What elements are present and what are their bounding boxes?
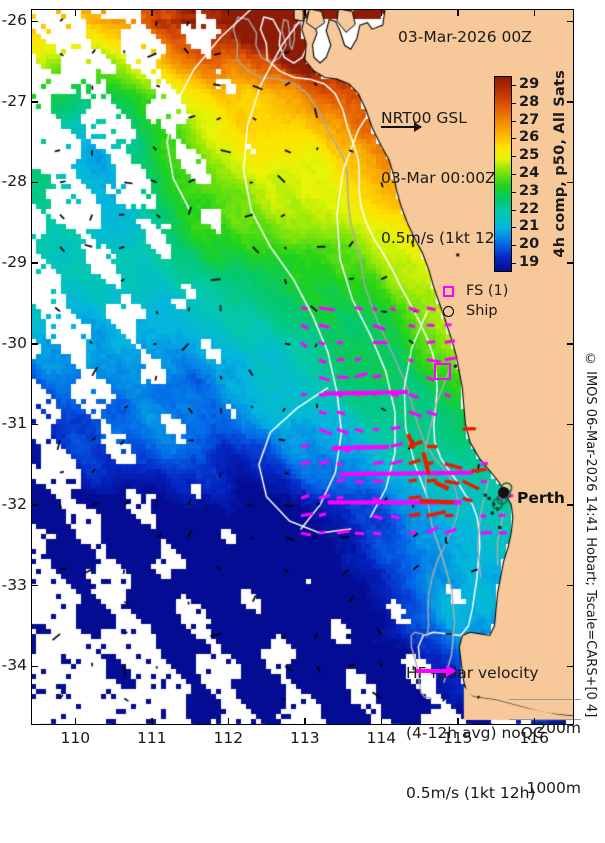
y-tick (31, 262, 38, 264)
y-tick (567, 101, 574, 103)
y-tick (31, 181, 38, 184)
x-axis-tick-label: 114 (366, 729, 397, 747)
colorbar-tick-label: 22 (519, 200, 540, 217)
x-axis-tick-label: 116 (519, 729, 550, 747)
y-tick (31, 101, 38, 103)
y-tick (31, 504, 38, 506)
y-tick (567, 262, 574, 264)
perth-city-label: Perth (517, 489, 565, 507)
plot-title: 03-Mar-2026 00Z (398, 28, 532, 46)
credit-text: © IMOS 06-Mar-2026 14:41 Hobart; Tscale=… (583, 352, 598, 718)
x-axis-tick-label: 111 (137, 729, 167, 747)
colorbar-tick (512, 227, 516, 229)
magenta-vector-arrow-icon (416, 665, 456, 677)
colorbar-tick-label: 28 (519, 93, 540, 110)
colorbar-tick (512, 191, 516, 193)
x-tick (151, 9, 153, 16)
y-axis-tick-label: -31 (1, 414, 27, 433)
source-line-3: 0.5m/s (1kt 12h (381, 229, 505, 247)
sst-colorbar (494, 76, 512, 272)
x-tick (380, 718, 383, 725)
y-axis-tick-label: -34 (1, 656, 27, 675)
x-tick (457, 9, 459, 16)
map-plot-area[interactable] (31, 9, 574, 725)
depth-contour-key: 200m 1000m (509, 678, 581, 838)
colorbar-tick-label: 27 (519, 111, 540, 128)
colorbar-tick-label: 20 (519, 236, 540, 253)
y-axis-tick-label: -32 (1, 494, 27, 513)
velocity-vector-layer (31, 9, 574, 725)
x-tick (74, 718, 77, 725)
colorbar-tick-label: 23 (519, 182, 540, 199)
legend-item-ship: Ship (438, 301, 508, 321)
colorbar-tick (512, 138, 516, 140)
y-tick (567, 343, 574, 345)
x-tick (227, 9, 230, 16)
x-axis-tick-label: 112 (213, 729, 244, 747)
y-tick (31, 423, 38, 426)
y-tick (31, 343, 38, 345)
x-axis-tick-label: 110 (60, 729, 91, 747)
black-vector-arrow-icon (381, 122, 422, 132)
legend-item-fs: FS (1) (438, 281, 508, 301)
colorbar-tick (512, 84, 516, 86)
y-axis-tick-label: -28 (1, 172, 27, 191)
x-axis-tick-label: 115 (442, 729, 473, 747)
colorbar-tick (512, 156, 516, 158)
y-axis-tick-label: -33 (1, 575, 27, 594)
colorbar-tick-label: 21 (519, 218, 540, 235)
legend-label-ship: Ship (466, 303, 498, 319)
colorbar-tick-label: 26 (519, 129, 540, 146)
depth-label-200m: 200m (536, 719, 581, 737)
colorbar-tick-label: 24 (519, 165, 540, 181)
depth-key-line-1000m (509, 719, 581, 721)
fs-square-icon (438, 285, 458, 297)
x-axis-tick-label: 113 (289, 729, 320, 747)
x-tick (227, 718, 230, 725)
colorbar-tick (512, 120, 516, 122)
figure-canvas: Perth 03-Mar-2026 00Z NRT00 GSL 03-Mar 0… (1, 9, 598, 802)
hf-line-2: (4-12h avg) noQC (406, 724, 544, 742)
colorbar-title: 4h comp, p50, All Sats (552, 70, 568, 258)
fs-station-marker[interactable] (434, 363, 451, 380)
x-tick (304, 9, 306, 16)
ship-circle-icon (438, 305, 458, 317)
marker-legend: FS (1) Ship (438, 281, 508, 321)
legend-label-fs: FS (1) (466, 283, 509, 299)
x-tick (380, 9, 383, 16)
source-line-2: 03-Mar 00:00Z (381, 169, 496, 187)
y-tick (31, 20, 38, 22)
depth-label-1000m: 1000m (526, 779, 581, 797)
colorbar-tick-label: 25 (519, 147, 540, 164)
y-tick (567, 181, 574, 184)
source-line-1: NRT00 GSL (381, 109, 467, 127)
y-tick (567, 423, 574, 426)
colorbar-tick (512, 102, 516, 104)
altimetry-source-block: NRT00 GSL 03-Mar 00:00Z 0.5m/s (1kt 12h (381, 68, 504, 288)
x-tick (151, 718, 153, 725)
y-tick (567, 20, 574, 22)
x-tick (304, 718, 306, 725)
colorbar-tick-label: 29 (519, 75, 540, 92)
y-axis-tick-label: -26 (1, 11, 27, 30)
y-axis-tick-label: -27 (1, 91, 27, 110)
colorbar-tick (512, 245, 516, 247)
colorbar-tick-label: 19 (519, 254, 540, 271)
colorbar-tick (512, 209, 516, 211)
y-axis-tick-label: -30 (1, 333, 27, 352)
perth-city-marker[interactable] (498, 487, 509, 498)
y-axis-tick-label: -29 (1, 252, 27, 271)
x-tick (533, 718, 536, 725)
y-tick (31, 665, 38, 668)
y-tick (567, 585, 574, 587)
y-tick (567, 665, 574, 668)
colorbar-tick (512, 174, 516, 175)
x-tick (533, 9, 536, 16)
y-tick (31, 585, 38, 587)
depth-key-line-200m (509, 699, 581, 701)
x-tick (74, 9, 77, 16)
colorbar-tick (512, 263, 516, 265)
x-tick (457, 718, 459, 725)
y-tick (567, 504, 574, 506)
